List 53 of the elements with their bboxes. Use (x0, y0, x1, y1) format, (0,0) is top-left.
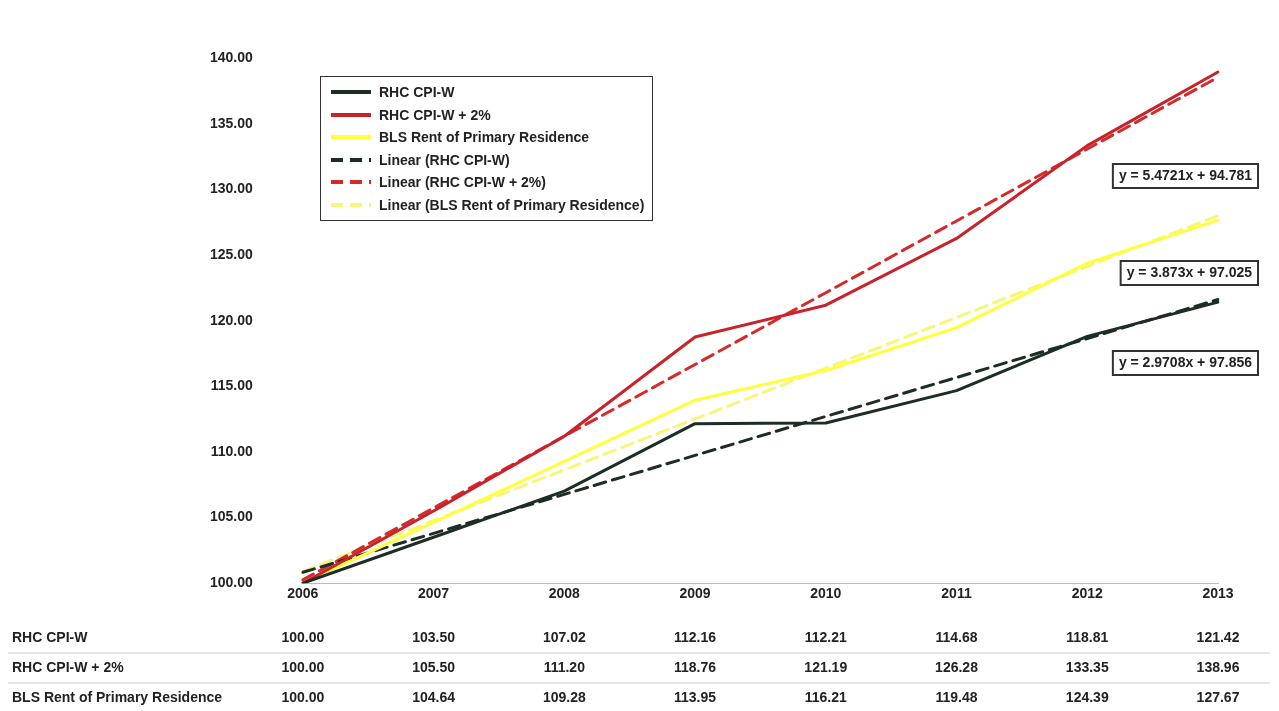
data-label: 109.28 (542, 688, 586, 705)
x-tick-label: 2011 (941, 585, 972, 602)
data-label: 112.16 (674, 628, 717, 645)
y-tick-label: 130.00 (209, 180, 254, 197)
annotation: y = 5.4721x + 94.781 (1118, 166, 1253, 183)
data-label: 124.39 (1065, 688, 1109, 705)
text: RHC CPI-W (12, 628, 88, 645)
x-tick-label: 2006 (287, 585, 319, 602)
text: RHC CPI-W + 2% (12, 658, 124, 675)
data-label: 118.76 (674, 658, 717, 675)
y-tick-label: 110.00 (210, 442, 254, 459)
data-label: 119.48 (935, 688, 978, 705)
legend-label: BLS Rent of Primary Residence (379, 129, 590, 146)
data-label: 113.95 (674, 688, 717, 705)
legend-label: Linear (BLS Rent of Primary Residence) (379, 196, 645, 213)
data-label: 105.50 (412, 658, 456, 675)
annotation: y = 2.9708x + 97.856 (1118, 353, 1253, 370)
x-tick-label: 2008 (548, 585, 581, 602)
y-tick-label: 120.00 (209, 311, 254, 328)
x-tick-label: 2010 (810, 585, 842, 602)
data-label: 111.20 (543, 658, 586, 675)
text: BLS Rent of Primary Residence (12, 688, 223, 705)
data-label: 138.96 (1196, 658, 1240, 675)
data-label: 121.42 (1196, 628, 1240, 645)
data-label: 127.67 (1196, 688, 1240, 705)
data-label: 114.68 (935, 628, 978, 645)
data-label: 118.81 (1066, 628, 1109, 645)
data-label: 100.00 (281, 658, 325, 675)
legend-label: Linear (RHC CPI-W + 2%) (379, 174, 546, 191)
legend-label: Linear (RHC CPI-W) (379, 151, 510, 168)
y-tick-label: 125.00 (209, 246, 254, 263)
data-label: 100.00 (281, 628, 325, 645)
x-tick-label: 2007 (417, 585, 450, 602)
data-label: 116.21 (804, 688, 848, 705)
y-tick-label: 135.00 (209, 114, 254, 131)
x-tick-label: 2012 (1071, 585, 1104, 602)
legend-label: RHC CPI-W + 2% (379, 106, 491, 123)
annotation: y = 3.873x + 97.025 (1126, 263, 1253, 280)
y-tick-label: 115.00 (210, 377, 254, 394)
data-label: 133.35 (1065, 658, 1109, 675)
x-tick-label: 2013 (1202, 585, 1234, 602)
y-tick-label: 100.00 (209, 574, 254, 591)
data-label: 121.19 (804, 658, 848, 675)
x-tick-label: 2009 (679, 585, 711, 602)
y-tick-label: 105.00 (209, 508, 254, 525)
data-label: 107.02 (542, 628, 586, 645)
data-label: 112.21 (804, 628, 848, 645)
data-label: 103.50 (412, 628, 456, 645)
data-label: 126.28 (935, 658, 979, 675)
data-label: 104.64 (412, 688, 456, 705)
y-tick-label: 140.00 (209, 49, 254, 66)
data-label: 100.00 (281, 688, 325, 705)
legend-label: RHC CPI-W (379, 84, 455, 101)
